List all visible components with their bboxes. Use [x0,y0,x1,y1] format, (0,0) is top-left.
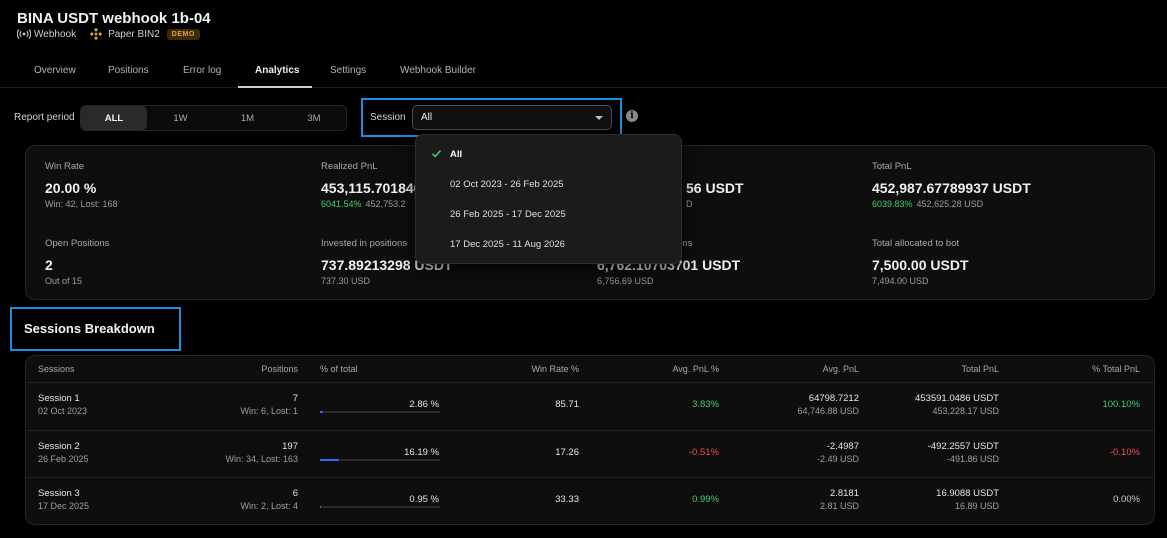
stat-unrealized-pnl: 56 USDT D [686,180,744,209]
sessions-breakdown-highlight-frame [10,307,181,351]
win-rate: 17.26 [555,447,579,458]
win-rate: 85.71 [555,399,579,410]
bot-title: BINA USDT webhook 1b-04 [17,10,211,27]
pct-of-total: 2.86 % [409,399,439,410]
pct-total-pnl: -0.10% [1109,447,1140,458]
session-date: 02 Oct 2023 [38,406,88,416]
total-pnl: 453591.0486 USDT [915,393,999,404]
check-icon [431,149,442,158]
session-option-3[interactable]: 17 Dec 2025 - 11 Aug 2026 [450,239,565,250]
pct-of-total-bar [320,506,440,508]
bot-type-label: Webhook [34,28,77,40]
total-pnl-usd: 453,228.17 USD [932,406,999,416]
bot-meta: Webhook Paper BIN2 DEMO [17,28,200,40]
period-1m-button[interactable]: 1M [240,112,255,124]
session-date: 17 Dec 2025 [38,501,90,511]
period-all-button[interactable]: ALL [81,106,147,130]
column-header-sessions: Sessions [38,364,75,374]
tab-bar: Overview Positions Error log Analytics S… [0,58,1167,88]
tab-analytics[interactable]: Analytics [255,65,300,76]
column-header-pct-total: % of total [320,364,358,374]
period-3m-button[interactable]: 3M [307,112,321,124]
header-divider [26,382,1154,383]
table-row[interactable]: Session 1 02 Oct 2023 7 Win: 6, Lost: 1 … [26,383,1154,431]
avg-pnl-pct: 0.99% [692,494,719,505]
webhook-signal-icon [17,29,31,39]
session-label: Session [370,112,406,123]
sessions-table: Sessions Positions % of total Win Rate %… [25,355,1155,525]
column-header-avg-pnl-pct: Avg. PnL % [672,364,719,374]
report-period-selector: ALL 1W 1M 3M [80,105,347,131]
avg-pnl: -2.4987 [826,441,859,452]
tab-webhook-builder[interactable]: Webhook Builder [400,65,476,76]
session-option-1[interactable]: 02 Oct 2023 - 26 Feb 2025 [450,179,564,190]
win-loss: Win: 34, Lost: 163 [225,454,298,464]
avg-pnl-usd: 64,746.88 USD [797,406,859,416]
avg-pnl: 2.8181 [829,488,859,499]
info-icon[interactable]: i [626,110,638,122]
session-name: Session 3 [38,488,80,499]
demo-badge: DEMO [166,28,200,40]
positions-count: 197 [282,441,298,452]
tab-positions[interactable]: Positions [108,65,149,76]
report-period-label: Report period [14,112,75,123]
column-header-pct-total-pnl: % Total PnL [1092,364,1140,374]
total-pnl-usd: 16.89 USD [954,501,999,511]
total-pnl: 16.9088 USDT [936,488,999,499]
avg-pnl-pct: 3.83% [692,399,719,410]
pct-total-pnl: 0.00% [1113,494,1140,505]
session-select-value: All [421,112,433,123]
positions-count: 6 [292,488,298,499]
table-row[interactable]: Session 2 26 Feb 2025 197 Win: 34, Lost:… [26,430,1154,478]
pct-of-total-bar-fill [320,411,324,413]
session-dropdown-menu: All 02 Oct 2023 - 26 Feb 2025 26 Feb 202… [415,134,682,264]
total-pnl: -492.2557 USDT [927,441,999,452]
stat-total-pnl: Total PnL 452,987.67789937 USDT 6039.83%… [872,161,1031,209]
avg-pnl-usd: 2.81 USD [819,501,859,511]
tab-overview[interactable]: Overview [34,65,76,76]
pct-of-total-bar-fill [320,459,340,461]
table-row[interactable]: Session 3 17 Dec 2025 6 Win: 2, Lost: 4 … [26,477,1154,524]
win-loss: Win: 2, Lost: 4 [240,501,298,511]
avg-pnl: 64798.7212 [808,393,859,404]
tab-settings[interactable]: Settings [330,65,367,76]
pct-of-total: 16.19 % [404,447,439,458]
period-1w-button[interactable]: 1W [173,112,188,124]
exchange-label: Paper BIN2 [108,28,160,40]
stat-realized-pnl: Realized PnL 453,115.701840 6041.54% 452,… [321,161,422,209]
win-rate: 33.33 [555,494,579,505]
column-header-total-pnl: Total PnL [961,364,999,374]
win-loss: Win: 6, Lost: 1 [240,406,298,416]
avg-pnl-pct: -0.51% [688,447,719,458]
column-header-positions: Positions [261,364,298,374]
pct-of-total: 0.95 % [409,494,439,505]
stat-allocated: Total allocated to bot 7,500.00 USDT 7,4… [872,238,969,286]
total-pnl-usd: -491.86 USD [946,454,999,464]
tab-error-log[interactable]: Error log [183,65,222,76]
pct-of-total-bar-fill [320,506,322,508]
session-option-2[interactable]: 26 Feb 2025 - 17 Dec 2025 [450,209,566,220]
pct-of-total-bar [320,459,440,461]
session-date: 26 Feb 2025 [38,454,89,464]
stat-open-positions: Open Positions 2 Out of 15 [45,238,110,286]
stat-win-rate: Win Rate 20.00 % Win: 42, Lost: 168 [45,161,118,209]
pct-of-total-bar [320,411,440,413]
column-header-win-rate: Win Rate % [531,364,579,374]
pct-total-pnl: 100.10% [1102,399,1140,410]
session-name: Session 2 [38,441,80,452]
active-tab-indicator [238,86,312,88]
binance-logo-icon [90,28,103,40]
session-select[interactable]: All [412,105,612,130]
column-header-avg-pnl: Avg. PnL [822,364,859,374]
positions-count: 7 [292,393,298,404]
session-option-all[interactable]: All [416,140,681,170]
chevron-down-icon [595,116,603,120]
sessions-breakdown-title: Sessions Breakdown [24,321,155,336]
avg-pnl-usd: -2.49 USD [816,454,859,464]
session-name: Session 1 [38,393,80,404]
